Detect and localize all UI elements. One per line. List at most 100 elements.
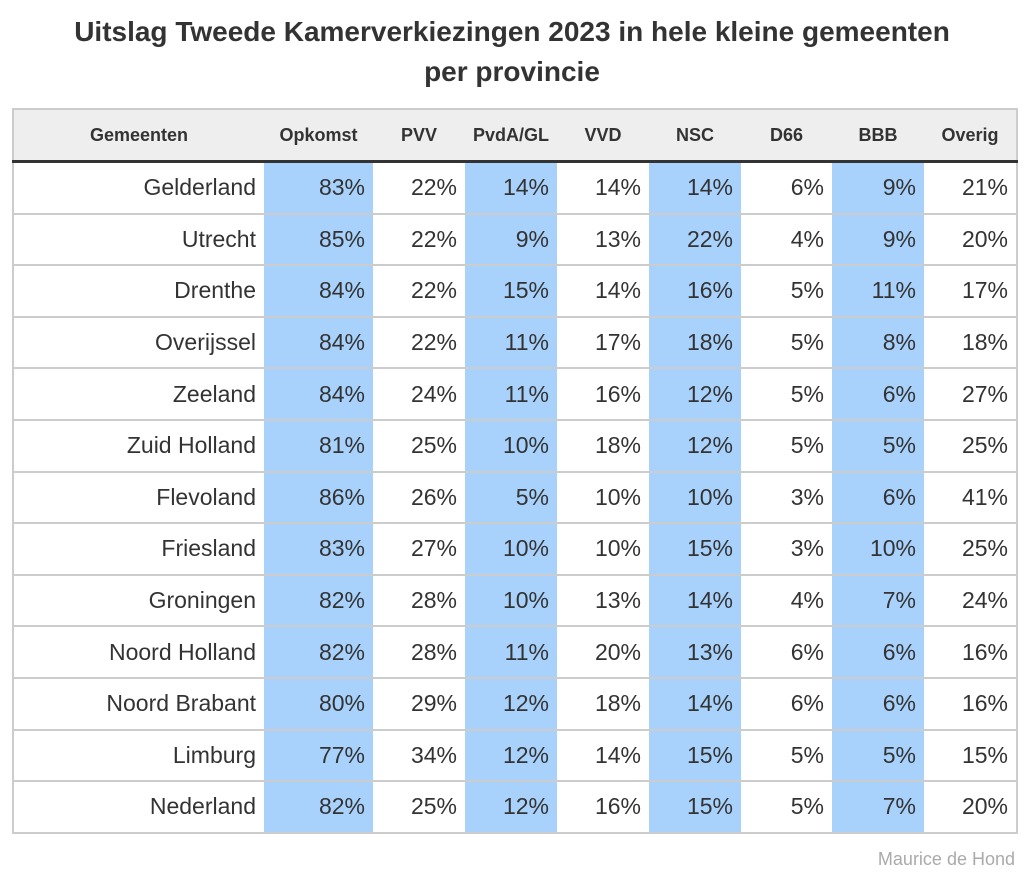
title-line-1: Uitslag Tweede Kamerverkiezingen 2023 in… [74,16,950,47]
cell-overig: 27% [924,367,1017,420]
cell-overig: 25% [924,418,1017,472]
cell-pvv: 22% [373,212,465,266]
cell-pvv: 34% [373,728,465,782]
cell-overig: 16% [924,625,1017,678]
cell-pvda-gl: 11% [465,625,557,678]
cell-d66: 6% [741,676,832,730]
cell-bbb: 9% [832,160,924,214]
cell-vvd: 16% [557,367,649,420]
cell-nsc: 18% [649,315,741,369]
cell-pvda-gl: 10% [465,573,557,627]
cell-bbb: 10% [832,522,924,575]
cell-overig: 16% [924,676,1017,730]
table-row: Flevoland 86% 26% 5% 10% 10% 3% 6% 41% [13,470,1017,524]
cell-vvd: 20% [557,625,649,678]
row-label: Gelderland [13,160,264,214]
cell-overig: 41% [924,470,1017,524]
cell-overig: 21% [924,160,1017,214]
cell-vvd: 10% [557,470,649,524]
cell-d66: 3% [741,522,832,575]
table-row: Friesland 83% 27% 10% 10% 15% 3% 10% 25% [13,522,1017,575]
column-header-pvda-gl: PvdA/GL [465,109,557,163]
cell-pvv: 27% [373,522,465,575]
cell-pvv: 24% [373,367,465,420]
row-label: Flevoland [13,470,264,524]
cell-pvda-gl: 11% [465,315,557,369]
column-header-d66: D66 [741,109,832,163]
results-table: Gemeenten Opkomst PVV PvdA/GL VVD NSC D66 BBB Ov… [12,108,1018,834]
table-row: Nederland 82% 25% 12% 16% 15% 5% 7% 20% [13,780,1017,833]
cell-bbb: 5% [832,728,924,782]
cell-pvv: 28% [373,573,465,627]
row-label: Noord Holland [13,625,264,678]
table-row: Noord Brabant 80% 29% 12% 18% 14% 6% 6% 16% [13,676,1017,730]
cell-opkomst: 85% [264,212,373,266]
cell-vvd: 13% [557,573,649,627]
cell-pvv: 25% [373,780,465,833]
cell-pvda-gl: 5% [465,470,557,524]
row-label: Zuid Holland [13,418,264,472]
cell-opkomst: 77% [264,728,373,782]
row-label: Nederland [13,780,264,833]
cell-d66: 6% [741,160,832,214]
table-row: Zuid Holland 81% 25% 10% 18% 12% 5% 5% 25% [13,418,1017,472]
cell-overig: 18% [924,315,1017,369]
cell-pvda-gl: 11% [465,367,557,420]
cell-overig: 20% [924,212,1017,266]
table-row: Utrecht 85% 22% 9% 13% 22% 4% 9% 20% [13,212,1017,266]
cell-nsc: 14% [649,573,741,627]
cell-pvda-gl: 10% [465,522,557,575]
cell-overig: 25% [924,522,1017,575]
column-header-overig: Overig [924,109,1017,163]
cell-opkomst: 83% [264,522,373,575]
cell-vvd: 18% [557,418,649,472]
cell-opkomst: 82% [264,625,373,678]
cell-d66: 5% [741,728,832,782]
cell-nsc: 15% [649,780,741,833]
cell-pvda-gl: 12% [465,780,557,833]
cell-opkomst: 86% [264,470,373,524]
column-header-opkomst: Opkomst [264,109,373,163]
column-header-gemeenten: Gemeenten [13,109,264,163]
cell-nsc: 10% [649,470,741,524]
cell-pvv: 28% [373,625,465,678]
table-row: Overijssel 84% 22% 11% 17% 18% 5% 8% 18% [13,315,1017,369]
cell-pvv: 26% [373,470,465,524]
cell-pvv: 22% [373,264,465,317]
cell-nsc: 12% [649,418,741,472]
row-label: Zeeland [13,367,264,420]
cell-vvd: 17% [557,315,649,369]
cell-vvd: 16% [557,780,649,833]
cell-pvda-gl: 12% [465,676,557,730]
cell-bbb: 6% [832,367,924,420]
cell-nsc: 14% [649,676,741,730]
row-label: Limburg [13,728,264,782]
cell-opkomst: 84% [264,315,373,369]
cell-pvda-gl: 15% [465,264,557,317]
cell-bbb: 7% [832,780,924,833]
cell-pvv: 22% [373,315,465,369]
row-label: Noord Brabant [13,676,264,730]
column-header-vvd: VVD [557,109,649,163]
row-label: Drenthe [13,264,264,317]
cell-opkomst: 84% [264,367,373,420]
cell-pvda-gl: 10% [465,418,557,472]
cell-d66: 5% [741,367,832,420]
cell-nsc: 12% [649,367,741,420]
table-row: Groningen 82% 28% 10% 13% 14% 4% 7% 24% [13,573,1017,627]
cell-bbb: 6% [832,625,924,678]
cell-nsc: 13% [649,625,741,678]
column-header-pvv: PVV [373,109,465,163]
cell-pvda-gl: 9% [465,212,557,266]
cell-bbb: 5% [832,418,924,472]
cell-overig: 15% [924,728,1017,782]
cell-pvda-gl: 14% [465,160,557,214]
table-row: Limburg 77% 34% 12% 14% 15% 5% 5% 15% [13,728,1017,782]
cell-pvda-gl: 12% [465,728,557,782]
cell-opkomst: 82% [264,780,373,833]
source-credit: Maurice de Hond [877,849,1015,869]
table-row: Gelderland 83% 22% 14% 14% 14% 6% 9% 21% [13,160,1017,214]
chart-title: Uitslag Tweede Kamerverkiezingen 2023 in… [0,12,1024,92]
cell-bbb: 11% [832,264,924,317]
cell-d66: 4% [741,573,832,627]
